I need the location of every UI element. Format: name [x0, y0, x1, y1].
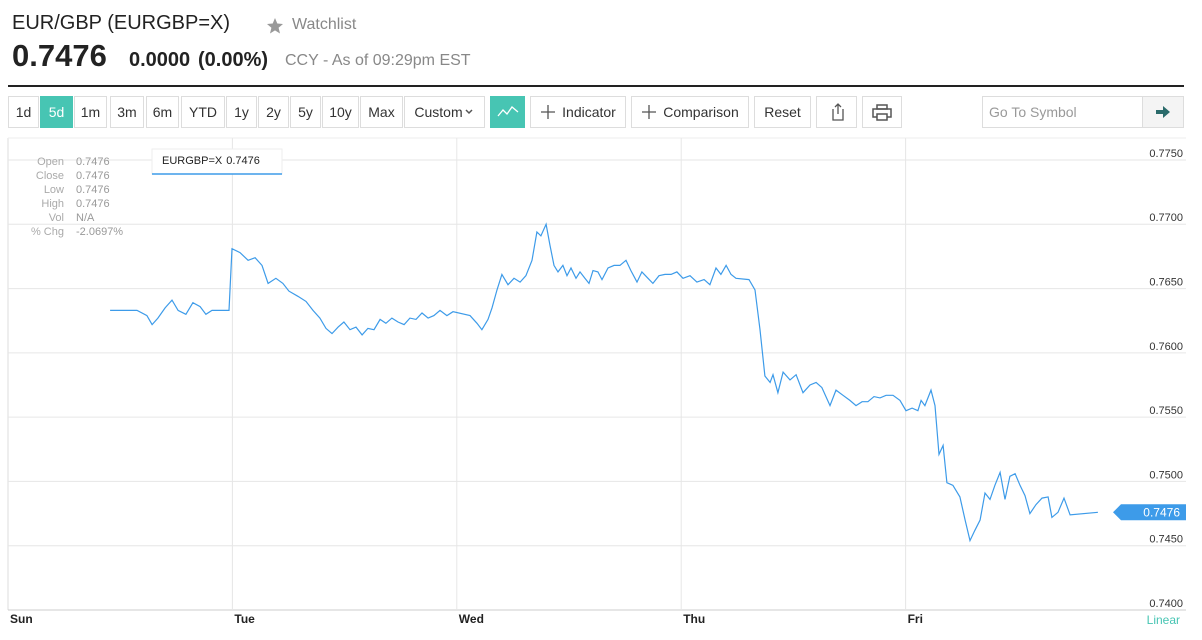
- y-tick-label: 0.7550: [1149, 405, 1183, 417]
- info-label: % Chg: [31, 226, 64, 238]
- range-button[interactable]: 5d: [40, 96, 73, 128]
- x-tick-label: Fri: [908, 612, 923, 626]
- tooltip-series: EURGBP=X: [162, 155, 223, 167]
- y-tick-label: 0.7600: [1149, 341, 1183, 353]
- caret: [465, 109, 473, 115]
- chart-type-button[interactable]: [490, 96, 525, 128]
- info-label: Low: [44, 184, 64, 196]
- as-of: CCY - As of 09:29pm EST: [285, 52, 471, 69]
- comparison-button[interactable]: Comparison: [631, 96, 749, 128]
- change-pct: (0.00%): [198, 49, 269, 71]
- tooltip-value: 0.7476: [226, 155, 260, 167]
- indicator-label: Indicator: [562, 104, 616, 120]
- y-tick-label: 0.7750: [1149, 148, 1183, 160]
- search-placeholder: Go To Symbol: [989, 104, 1077, 120]
- info-label: Close: [36, 170, 64, 182]
- info-label: Open: [37, 156, 64, 168]
- star-icon[interactable]: [266, 17, 284, 35]
- info-value: 0.7476: [76, 156, 110, 168]
- range-button[interactable]: 1y: [226, 96, 257, 128]
- info-value: 0.7476: [76, 184, 110, 196]
- x-tick-label: Wed: [459, 612, 484, 626]
- y-tick-label: 0.7450: [1149, 534, 1183, 546]
- tooltip-text: EURGBP=X 0.7476: [162, 155, 260, 167]
- x-tick-label: Tue: [234, 612, 255, 626]
- custom-label: Custom: [414, 104, 463, 120]
- info-value: 0.7476: [76, 170, 110, 182]
- arrow-icon: [1156, 106, 1170, 118]
- range-button[interactable]: 5y: [290, 96, 321, 128]
- share-button[interactable]: [816, 96, 857, 128]
- info-value: 0.7476: [76, 198, 110, 210]
- x-tick-label: Thu: [683, 612, 705, 626]
- price-line: [110, 222, 1098, 543]
- x-tick-label: Sun: [10, 612, 33, 626]
- reset-label: Reset: [764, 104, 801, 120]
- y-tick-label: 0.7700: [1149, 212, 1183, 224]
- info-label: High: [41, 198, 64, 210]
- range-button[interactable]: Max: [360, 96, 403, 128]
- custom-button[interactable]: Custom: [404, 96, 485, 128]
- reset-button[interactable]: Reset: [754, 96, 811, 128]
- info-label: Vol: [49, 212, 64, 224]
- print-icon: [872, 104, 892, 121]
- info-value: N/A: [76, 212, 95, 224]
- y-tick-label: 0.7500: [1149, 469, 1183, 481]
- share-icon: [831, 103, 844, 121]
- range-button[interactable]: 3m: [110, 96, 144, 128]
- info-value: -2.0697%: [76, 226, 123, 238]
- range-button[interactable]: 2y: [258, 96, 289, 128]
- watchlist-link[interactable]: Watchlist: [292, 16, 357, 33]
- range-button[interactable]: 1m: [74, 96, 107, 128]
- y-tick-label: 0.7400: [1149, 598, 1183, 610]
- change: 0.0000: [129, 49, 191, 71]
- y-tick-label: 0.7650: [1149, 276, 1183, 288]
- go-button[interactable]: [1142, 96, 1184, 128]
- range-button[interactable]: 10y: [322, 96, 359, 128]
- comparison-label: Comparison: [663, 104, 739, 120]
- indicator-button[interactable]: Indicator: [530, 96, 626, 128]
- symbol-search[interactable]: Go To Symbol: [982, 96, 1143, 128]
- print-button[interactable]: [862, 96, 902, 128]
- range-button[interactable]: YTD: [181, 96, 225, 128]
- scale-label: Linear: [1147, 613, 1180, 627]
- range-button[interactable]: 6m: [146, 96, 179, 128]
- price-tag: [1113, 504, 1186, 521]
- range-button[interactable]: 1d: [8, 96, 39, 128]
- divider: [8, 85, 1184, 87]
- price-tag-label: 0.7476: [1143, 505, 1180, 519]
- price: 0.7476: [12, 38, 107, 73]
- line-icon: [497, 106, 518, 117]
- plus-icon: [642, 105, 657, 119]
- symbol-title: EUR/GBP (EURGBP=X): [12, 12, 231, 34]
- plus-icon: [541, 105, 556, 119]
